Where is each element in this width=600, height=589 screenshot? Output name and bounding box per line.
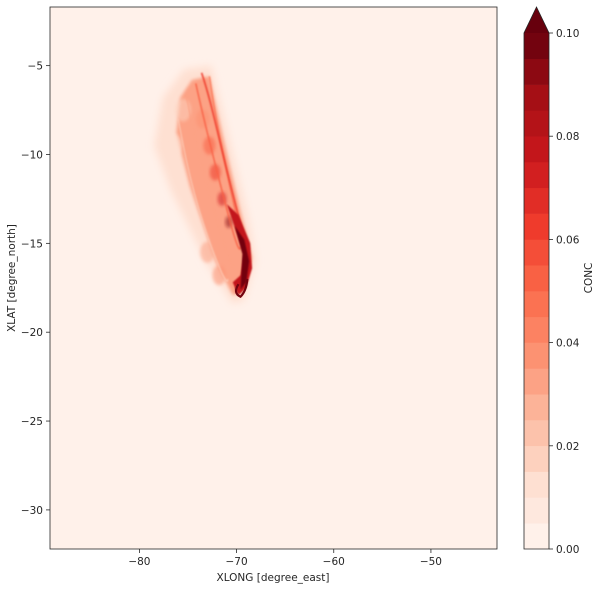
x-tick-label: −70 — [225, 556, 247, 568]
colorbar-tick-label: 0.08 — [556, 131, 579, 143]
plume-streak — [195, 83, 242, 250]
colorbar-tick-label: 0.10 — [556, 28, 579, 40]
colorbar-level — [524, 420, 549, 447]
colorbar-level — [524, 265, 549, 292]
y-tick-label: −15 — [21, 238, 43, 250]
colorbar-level — [524, 471, 549, 498]
x-tick-label: −80 — [128, 556, 150, 568]
colorbar-level — [524, 523, 549, 550]
y-tick-label: −30 — [21, 505, 43, 517]
plume-cell — [185, 87, 200, 109]
colorbar-level — [524, 187, 549, 214]
plume-cell — [165, 133, 182, 158]
heatmap-background — [50, 7, 497, 549]
plume-cell — [200, 241, 215, 263]
colorbar-outline — [523, 6, 550, 550]
plume-cell — [212, 265, 226, 286]
plume-hook — [234, 278, 249, 299]
concentration-plume — [154, 65, 256, 304]
plume-streak — [185, 93, 234, 267]
colorbar-level — [524, 368, 549, 395]
x-tick-label: −50 — [420, 556, 442, 568]
plume-streak — [177, 118, 229, 282]
y-tick-label: −10 — [21, 149, 43, 161]
y-axis-label: XLAT [degree_north] — [6, 224, 18, 332]
colorbar-level — [524, 239, 549, 266]
colorbar: 0.00 0.02 0.04 0.06 0.08 0.10 — [523, 6, 580, 556]
colorbar-level — [524, 84, 549, 111]
plume-band — [176, 76, 253, 295]
colorbar-tick-label: 0.06 — [556, 234, 580, 246]
colorbar-label: CONC — [583, 263, 595, 294]
y-tick-label: −20 — [21, 327, 43, 339]
colorbar-tick-label: 0.02 — [556, 441, 579, 453]
x-axis: −80 −70 −60 −50 — [128, 549, 442, 568]
plot-frame — [49, 6, 498, 550]
colorbar-level — [524, 394, 549, 421]
colorbar-level — [524, 497, 549, 524]
x-axis-label: XLONG [degree_east] — [217, 572, 330, 584]
colorbar-level — [524, 342, 549, 369]
plume-peak — [234, 225, 250, 290]
colorbar-level — [524, 136, 549, 163]
colorbar-tick-label: 0.04 — [556, 338, 580, 350]
x-tick-label: −60 — [323, 556, 345, 568]
colorbar-level — [524, 291, 549, 318]
colorbar-level — [524, 316, 549, 343]
colorbar-level — [524, 58, 549, 85]
colorbar-level — [524, 445, 549, 472]
colorbar-level — [524, 162, 549, 189]
colorbar-level — [524, 213, 549, 240]
y-axis: −5 −10 −15 −20 −25 −30 — [21, 61, 50, 517]
colorbar-level — [524, 110, 549, 137]
colorbar-level — [524, 33, 549, 60]
colorbar-tick-label: 0.00 — [556, 544, 579, 556]
y-tick-label: −25 — [21, 416, 43, 428]
y-tick-label: −5 — [28, 61, 43, 73]
colorbar-extend-arrow — [524, 7, 549, 33]
plume-cell — [175, 98, 191, 122]
